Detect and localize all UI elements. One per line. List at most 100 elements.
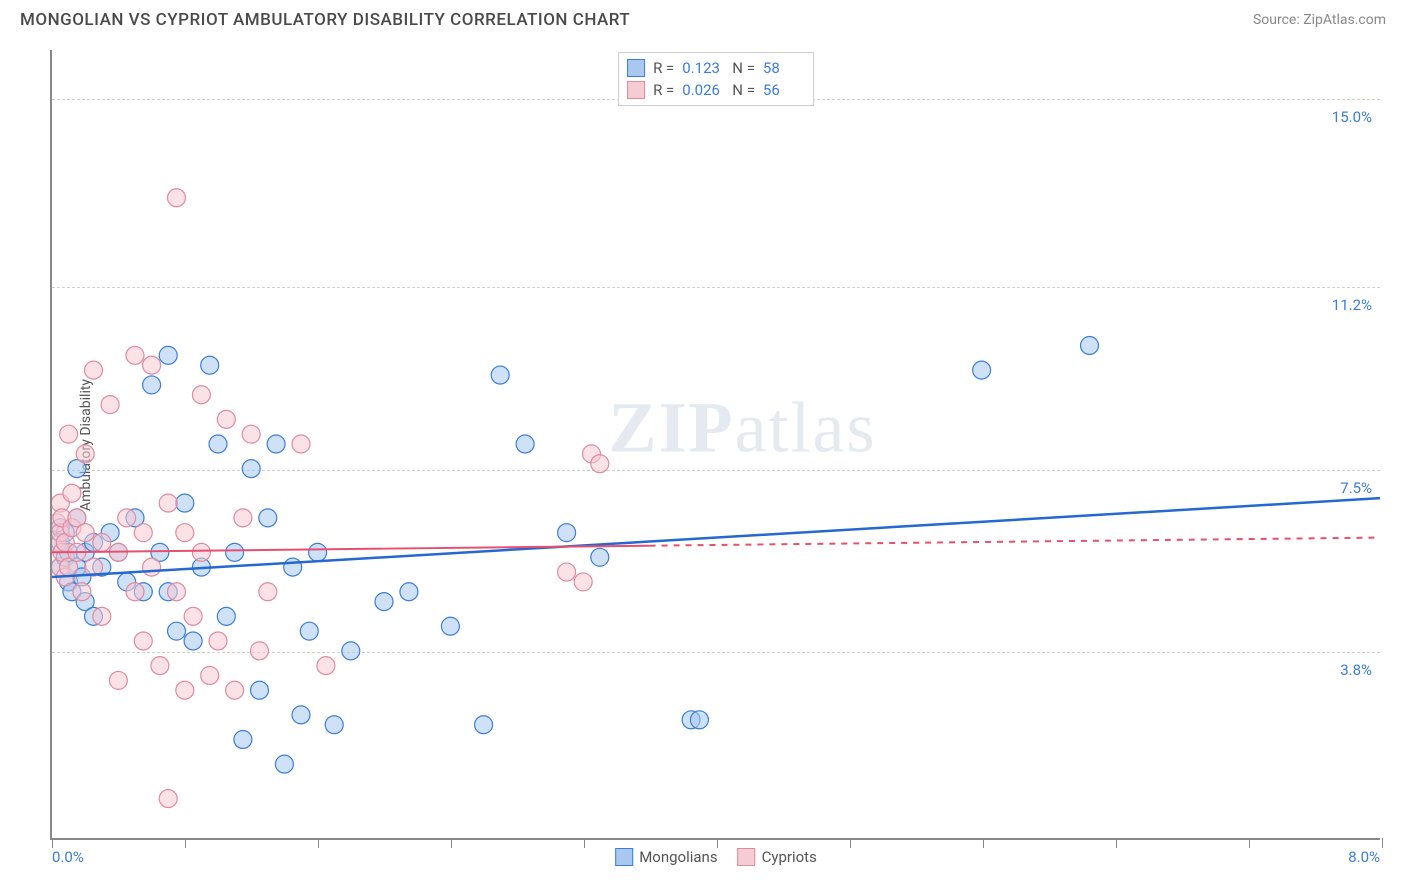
legend-item-cypriots: Cypriots <box>738 848 817 866</box>
data-point <box>234 509 252 527</box>
r-value-mongolians: 0.123 <box>682 59 724 77</box>
data-point <box>168 583 186 601</box>
trend-line <box>52 546 650 553</box>
r-label: R = <box>653 59 674 77</box>
data-point <box>168 622 186 640</box>
data-point <box>226 543 244 561</box>
x-tick <box>717 838 718 848</box>
data-point <box>217 410 235 428</box>
data-point <box>259 509 277 527</box>
r-label: R = <box>653 81 674 99</box>
trend-line-extrapolated <box>650 538 1380 546</box>
data-point <box>184 632 202 650</box>
data-point <box>151 657 169 675</box>
scatter-plot-svg <box>52 50 1380 838</box>
data-point <box>292 435 310 453</box>
data-point <box>558 563 576 581</box>
legend-label-mongolians: Mongolians <box>639 848 717 866</box>
data-point <box>516 435 534 453</box>
data-point <box>93 607 111 625</box>
n-value-mongolians: 58 <box>763 59 805 77</box>
n-value-cypriots: 56 <box>763 81 805 99</box>
data-point <box>251 681 269 699</box>
data-point <box>400 583 418 601</box>
data-point <box>259 583 277 601</box>
source-attribution: Source: ZipAtlas.com <box>1253 12 1386 28</box>
data-point <box>217 607 235 625</box>
series-legend: Mongolians Cypriots <box>615 848 817 866</box>
data-point <box>973 361 991 379</box>
data-point <box>275 755 293 773</box>
chart-title: MONGOLIAN VS CYPRIOT AMBULATORY DISABILI… <box>20 10 630 30</box>
data-point <box>168 189 186 207</box>
x-tick <box>1116 838 1117 848</box>
swatch-cypriots-icon <box>627 81 645 99</box>
data-point <box>574 573 592 591</box>
x-tick <box>185 838 186 848</box>
x-tick <box>1249 838 1250 848</box>
data-point <box>201 666 219 684</box>
data-point <box>73 583 91 601</box>
data-point <box>176 681 194 699</box>
plot-area: ZIPatlas 3.8%7.5%11.2%15.0% R = 0.123 N … <box>50 50 1380 840</box>
data-point <box>201 356 219 374</box>
data-point <box>292 706 310 724</box>
data-point <box>101 396 119 414</box>
swatch-cypriots-icon <box>738 848 756 866</box>
data-point <box>491 366 509 384</box>
data-point <box>109 671 127 689</box>
data-point <box>342 642 360 660</box>
data-point <box>143 356 161 374</box>
swatch-mongolians-icon <box>627 59 645 77</box>
x-max-label: 8.0% <box>1348 848 1380 866</box>
data-point <box>591 455 609 473</box>
x-tick <box>52 838 53 848</box>
data-point <box>126 583 144 601</box>
data-point <box>309 543 327 561</box>
data-point <box>251 642 269 660</box>
data-point <box>159 346 177 364</box>
data-point <box>176 494 194 512</box>
x-min-label: 0.0% <box>52 848 84 866</box>
data-point <box>176 524 194 542</box>
n-label: N = <box>732 81 755 99</box>
data-point <box>690 711 708 729</box>
data-point <box>143 376 161 394</box>
header: MONGOLIAN VS CYPRIOT AMBULATORY DISABILI… <box>0 0 1406 34</box>
x-tick <box>451 838 452 848</box>
data-point <box>375 593 393 611</box>
data-point <box>192 543 210 561</box>
data-point <box>184 607 202 625</box>
data-point <box>118 509 136 527</box>
data-point <box>591 548 609 566</box>
data-point <box>267 435 285 453</box>
data-point <box>209 632 227 650</box>
data-point <box>226 681 244 699</box>
data-point <box>234 731 252 749</box>
data-point <box>1081 337 1099 355</box>
data-point <box>242 460 260 478</box>
x-tick <box>318 838 319 848</box>
data-point <box>126 346 144 364</box>
legend-item-mongolians: Mongolians <box>615 848 717 866</box>
data-point <box>60 425 78 443</box>
chart-container: Ambulatory Disability ZIPatlas 3.8%7.5%1… <box>50 50 1380 840</box>
data-point <box>475 716 493 734</box>
x-tick <box>850 838 851 848</box>
swatch-mongolians-icon <box>615 848 633 866</box>
trend-line <box>52 498 1380 577</box>
data-point <box>76 445 94 463</box>
data-point <box>317 657 335 675</box>
data-point <box>159 790 177 808</box>
x-tick <box>584 838 585 848</box>
data-point <box>284 558 302 576</box>
legend-label-cypriots: Cypriots <box>762 848 817 866</box>
x-tick <box>983 838 984 848</box>
data-point <box>134 632 152 650</box>
data-point <box>143 558 161 576</box>
data-point <box>325 716 343 734</box>
legend-row-mongolians: R = 0.123 N = 58 <box>627 57 805 79</box>
data-point <box>300 622 318 640</box>
data-point <box>85 361 103 379</box>
x-tick <box>1382 838 1383 848</box>
